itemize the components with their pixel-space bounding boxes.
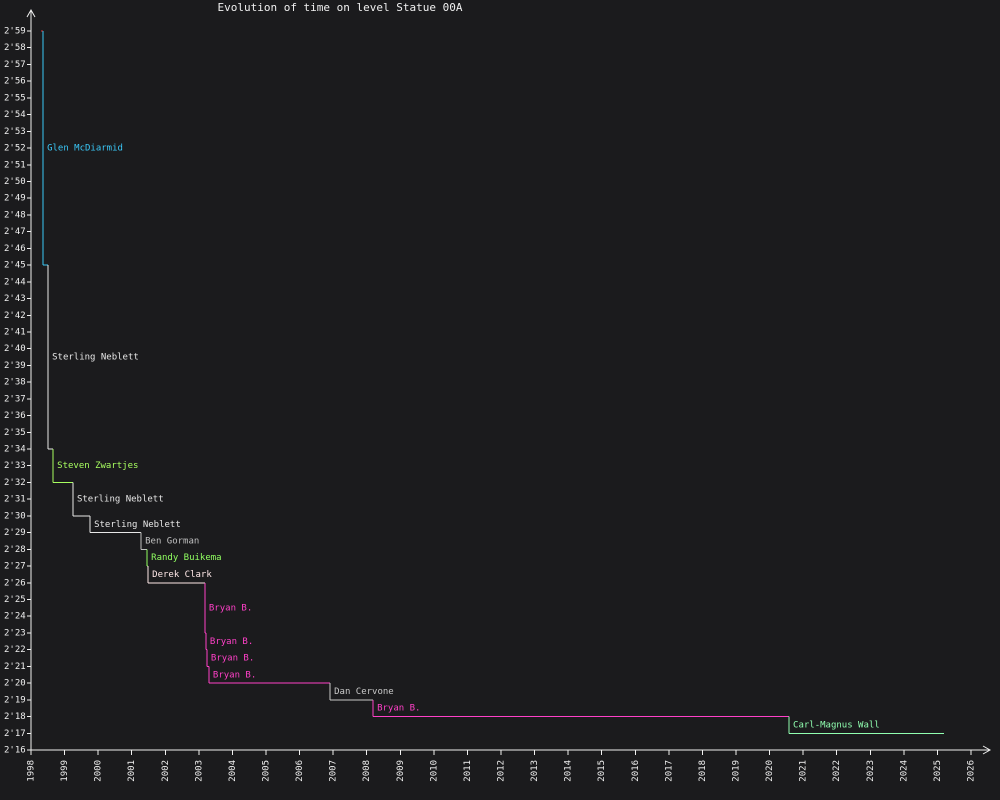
record-holder: Steven Zwartjes xyxy=(57,461,138,471)
y-tick-label: 2'27 xyxy=(4,562,26,572)
record-holder: Sterling Neblett xyxy=(77,495,164,505)
x-tick-label: 2017 xyxy=(664,760,674,782)
y-tick-label: 2'54 xyxy=(4,110,26,120)
y-tick-label: 2'18 xyxy=(4,712,26,722)
y-tick-label: 2'29 xyxy=(4,528,26,538)
x-tick-label: 2014 xyxy=(564,760,574,782)
y-tick-label: 2'56 xyxy=(4,77,26,87)
y-tick-label: 2'37 xyxy=(4,394,26,404)
y-tick-label: 2'53 xyxy=(4,127,26,137)
x-tick-label: 2016 xyxy=(631,760,641,782)
y-tick-label: 2'17 xyxy=(4,729,26,739)
x-tick-label: 2010 xyxy=(429,760,439,782)
record-holder: Bryan B. xyxy=(209,603,252,613)
y-tick-label: 2'46 xyxy=(4,244,26,254)
record-holder: Carl-Magnus Wall xyxy=(793,720,880,730)
x-tick-label: 2002 xyxy=(161,760,171,782)
x-tick-label: 2001 xyxy=(127,760,137,782)
record-holder: Bryan B. xyxy=(377,704,420,714)
y-tick-label: 2'50 xyxy=(4,177,26,187)
y-tick-label: 2'44 xyxy=(4,277,26,287)
x-tick-label: 2008 xyxy=(362,760,372,782)
y-tick-label: 2'39 xyxy=(4,361,26,371)
x-tick-label: 2023 xyxy=(866,760,876,782)
x-tick-label: 2005 xyxy=(262,760,272,782)
y-tick-label: 2'43 xyxy=(4,294,26,304)
x-tick-label: 2004 xyxy=(228,760,238,782)
x-tick-label: 2020 xyxy=(765,760,775,782)
x-tick-label: 2003 xyxy=(194,760,204,782)
y-tick-label: 2'52 xyxy=(4,144,26,154)
y-tick-label: 2'49 xyxy=(4,194,26,204)
x-tick-label: 1998 xyxy=(27,760,37,782)
y-tick-label: 2'26 xyxy=(4,578,26,588)
y-tick-label: 2'24 xyxy=(4,612,26,622)
x-tick-label: 2006 xyxy=(295,760,305,782)
record-holder: Sterling Neblett xyxy=(94,520,181,530)
x-tick-label: 2007 xyxy=(329,760,339,782)
y-tick-label: 2'25 xyxy=(4,595,26,605)
y-tick-label: 2'42 xyxy=(4,311,26,321)
y-tick-label: 2'36 xyxy=(4,411,26,421)
y-tick-label: 2'58 xyxy=(4,43,26,53)
x-tick-label: 2022 xyxy=(832,760,842,782)
chart-title: Evolution of time on level Statue 00A xyxy=(217,1,462,14)
y-tick-label: 2'35 xyxy=(4,428,26,438)
x-tick-label: 2018 xyxy=(698,760,708,782)
y-tick-label: 2'21 xyxy=(4,662,26,672)
x-tick-label: 2009 xyxy=(396,760,406,782)
y-tick-label: 2'40 xyxy=(4,344,26,354)
y-tick-label: 2'32 xyxy=(4,478,26,488)
x-tick-label: 1999 xyxy=(60,760,70,782)
record-holder: Randy Buikema xyxy=(151,553,221,563)
y-axis-arrow xyxy=(26,8,36,18)
record-holder: Glen McDiarmid xyxy=(47,144,123,154)
record-holder: Dan Cervone xyxy=(334,687,394,697)
y-tick-label: 2'45 xyxy=(4,261,26,271)
x-tick-label: 2019 xyxy=(732,760,742,782)
x-tick-label: 2012 xyxy=(497,760,507,782)
y-tick-label: 2'34 xyxy=(4,445,26,455)
y-tick-label: 2'48 xyxy=(4,210,26,220)
x-tick-label: 2026 xyxy=(967,760,977,782)
y-tick-label: 2'31 xyxy=(4,495,26,505)
record-holder: Derek Clark xyxy=(152,570,212,580)
record-holder: Bryan B. xyxy=(211,654,254,664)
y-tick-label: 2'38 xyxy=(4,378,26,388)
y-tick-label: 2'16 xyxy=(4,746,26,756)
y-tick-label: 2'57 xyxy=(4,60,26,70)
y-tick-label: 2'59 xyxy=(4,27,26,37)
y-tick-label: 2'55 xyxy=(4,93,26,103)
x-tick-label: 2015 xyxy=(597,760,607,782)
y-tick-label: 2'20 xyxy=(4,679,26,689)
y-tick-label: 2'47 xyxy=(4,227,26,237)
x-tick-label: 2011 xyxy=(463,760,473,782)
x-tick-label: 2025 xyxy=(933,760,943,782)
y-tick-label: 2'22 xyxy=(4,645,26,655)
record-holder: Bryan B. xyxy=(210,637,253,647)
y-tick-label: 2'41 xyxy=(4,327,26,337)
y-tick-label: 2'51 xyxy=(4,160,26,170)
x-tick-label: 2024 xyxy=(899,760,909,782)
record-holder: Sterling Neblett xyxy=(52,353,139,363)
y-tick-label: 2'30 xyxy=(4,511,26,521)
record-holder: Ben Gorman xyxy=(145,536,199,546)
x-tick-label: 2000 xyxy=(94,760,104,782)
x-tick-label: 2021 xyxy=(799,760,809,782)
x-tick-label: 2013 xyxy=(530,760,540,782)
record-holder: Bryan B. xyxy=(213,670,256,680)
y-tick-label: 2'28 xyxy=(4,545,26,555)
y-tick-label: 2'23 xyxy=(4,628,26,638)
x-axis-arrow xyxy=(982,745,992,755)
y-tick-label: 2'19 xyxy=(4,695,26,705)
y-tick-label: 2'33 xyxy=(4,461,26,471)
